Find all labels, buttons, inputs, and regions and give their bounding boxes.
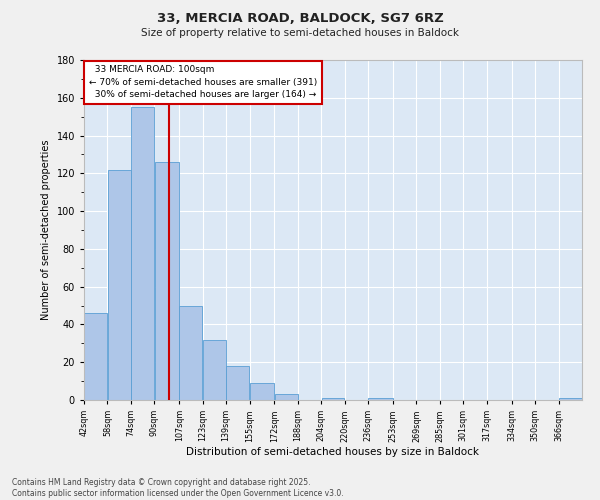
Bar [107,170,131,400]
Bar [250,383,274,400]
Text: Size of property relative to semi-detached houses in Baldock: Size of property relative to semi-detach… [141,28,459,38]
Bar [203,340,226,400]
Bar [275,394,298,400]
Text: 33, MERCIA ROAD, BALDOCK, SG7 6RZ: 33, MERCIA ROAD, BALDOCK, SG7 6RZ [157,12,443,26]
Text: 33 MERCIA ROAD: 100sqm
← 70% of semi-detached houses are smaller (391)
  30% of : 33 MERCIA ROAD: 100sqm ← 70% of semi-det… [89,65,317,99]
Bar [322,398,344,400]
Bar [559,398,582,400]
Bar [84,313,107,400]
Text: Contains HM Land Registry data © Crown copyright and database right 2025.
Contai: Contains HM Land Registry data © Crown c… [12,478,344,498]
Y-axis label: Number of semi-detached properties: Number of semi-detached properties [41,140,51,320]
Bar [131,107,154,400]
X-axis label: Distribution of semi-detached houses by size in Baldock: Distribution of semi-detached houses by … [187,447,479,457]
Bar [226,366,249,400]
Bar [155,162,179,400]
Bar [179,306,202,400]
Bar [368,398,393,400]
